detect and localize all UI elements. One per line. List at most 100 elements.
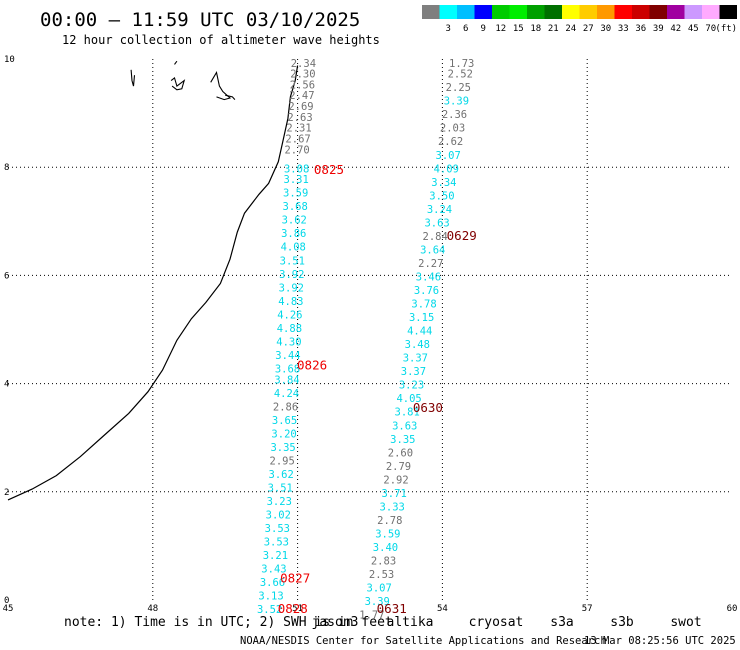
wave-height-label: 2.79 — [386, 461, 411, 473]
credit-text: NOAA/NESDIS Center for Satellite Applica… — [240, 635, 607, 647]
coastline — [7, 65, 299, 501]
legend-tick-label: 42 — [670, 24, 681, 34]
wave-height-label: 1.77 — [359, 610, 384, 622]
wave-height-label: 4.08 — [281, 242, 306, 254]
wave-height-label: 4.09 — [434, 163, 459, 175]
y-tick-label: 10 — [4, 55, 15, 65]
wave-height-label: 2.63 — [287, 112, 312, 124]
wave-height-label: 2.83 — [371, 556, 396, 568]
wave-height-label: 2.95 — [270, 455, 295, 467]
color-legend: 3 6 9 12 15 18 21 24 27 30 33 36 39 42 45 70 (ft) — [422, 5, 737, 34]
wave-height-label: 3.53 — [264, 537, 289, 549]
wave-height-label: 3.63 — [392, 420, 417, 432]
legend-swatch — [649, 5, 667, 19]
wave-height-label: 4.26 — [277, 309, 302, 321]
wave-height-label: 3.51 — [280, 255, 305, 267]
wave-height-label: 3.39 — [444, 96, 469, 108]
x-tick-label: 60 — [727, 604, 738, 614]
wave-height-label: 4.24 — [274, 388, 299, 400]
legend-swatch — [684, 5, 702, 19]
wave-height-label: 4.83 — [278, 296, 303, 308]
wave-height-label: 3.71 — [381, 488, 406, 500]
legend-tick-label: 6 — [463, 24, 468, 34]
legend-tick-label: 9 — [481, 24, 486, 34]
wave-height-label: 2.30 — [290, 69, 315, 81]
wave-height-label: 3.62 — [269, 469, 294, 481]
wave-height-label: 2.34 — [291, 58, 316, 70]
x-tick-label: 57 — [582, 604, 593, 614]
wave-height-label: 3.48 — [405, 339, 430, 351]
wave-height-label: 3.66 — [260, 577, 285, 589]
wave-height-label: 3.76 — [414, 285, 439, 297]
legend-tick-label: 30 — [600, 24, 611, 34]
legend-tick-label: 70 — [705, 24, 716, 34]
y-tick-label: 0 — [4, 596, 9, 606]
legend-tick-label: 3 — [446, 24, 451, 34]
wave-height-label: 3.13 — [258, 591, 283, 603]
wave-height-label: 3.50 — [429, 190, 454, 202]
legend-tick-label: 33 — [618, 24, 629, 34]
wave-height-label: 3.31 — [284, 174, 309, 186]
satellite-label: cryosat — [469, 615, 524, 630]
wave-height-label: 2.27 — [418, 258, 443, 270]
pass-time-label: 0630 — [413, 400, 443, 415]
wave-height-label: 3.68 — [275, 363, 300, 375]
wave-height-label: 2.62 — [438, 136, 463, 148]
legend-tick-label: 18 — [530, 24, 541, 34]
wave-height-label: 3.92 — [279, 269, 304, 281]
wave-height-label: 3.07 — [367, 583, 392, 595]
legend-unit: (ft) — [715, 24, 737, 34]
wave-height-label: 3.65 — [272, 415, 297, 427]
y-tick-label: 4 — [4, 380, 9, 390]
legend-swatch — [579, 5, 597, 19]
timestamp: 13 Mar 08:25:56 UTC 2025 — [584, 635, 736, 647]
legend-swatch — [597, 5, 615, 19]
wave-height-label: 3.15 — [409, 312, 434, 324]
y-tick-label: 8 — [4, 163, 9, 173]
chart-title: 00:00 – 11:59 UTC 03/10/2025 — [40, 9, 360, 31]
wave-height-label: 3.07 — [436, 150, 461, 162]
legend-swatch — [544, 5, 562, 19]
island-outline — [170, 76, 186, 91]
legend-tick-label: 21 — [548, 24, 559, 34]
wave-height-label: 4.44 — [407, 326, 432, 338]
island-outline — [174, 60, 178, 65]
island-outline — [225, 94, 236, 100]
x-tick-label: 54 — [437, 604, 448, 614]
legend-swatch — [719, 5, 737, 19]
wave-height-label: 3.24 — [427, 204, 452, 216]
wave-height-label: 3.40 — [373, 542, 398, 554]
x-tick-label: 45 — [3, 604, 14, 614]
wave-height-label: 3.59 — [283, 188, 308, 200]
legend-tick-label: 27 — [583, 24, 594, 34]
legend-swatch — [632, 5, 650, 19]
wave-height-label: 2.92 — [383, 474, 408, 486]
legend-tick-label: 12 — [495, 24, 506, 34]
legend-swatch — [439, 5, 457, 19]
satellite-legend: jason3 altika cryosat s3a s3b swot — [312, 615, 702, 630]
wave-height-label: 3.20 — [271, 428, 296, 440]
wave-height-label: 3.81 — [395, 407, 420, 419]
wave-height-label: 3.46 — [416, 271, 441, 283]
legend-tick-label: 39 — [653, 24, 664, 34]
wave-height-label: 3.52 — [257, 604, 282, 616]
wave-height-label: 2.78 — [377, 515, 402, 527]
wave-height-label: 3.21 — [263, 550, 288, 562]
chart-subtitle: 12 hour collection of altimeter wave hei… — [62, 33, 380, 47]
wave-height-label: 3.43 — [261, 564, 286, 576]
legend-swatch — [527, 5, 545, 19]
legend-swatch — [614, 5, 632, 19]
legend-tick-label: 24 — [565, 24, 576, 34]
wave-height-label: 3.59 — [375, 528, 400, 540]
wave-height-label: 3.35 — [270, 442, 295, 454]
wave-height-label: 3.53 — [265, 523, 290, 535]
wave-height-label: 2.25 — [446, 82, 471, 94]
legend-tick-label: 45 — [688, 24, 699, 34]
wave-height-label: 3.08 — [284, 163, 309, 175]
wave-height-label: 4.30 — [276, 336, 301, 348]
wave-height-label: 3.44 — [275, 350, 300, 362]
y-tick-label: 6 — [4, 271, 9, 281]
wave-height-label: 2.70 — [284, 144, 309, 156]
wave-height-label: 2.52 — [448, 69, 473, 81]
